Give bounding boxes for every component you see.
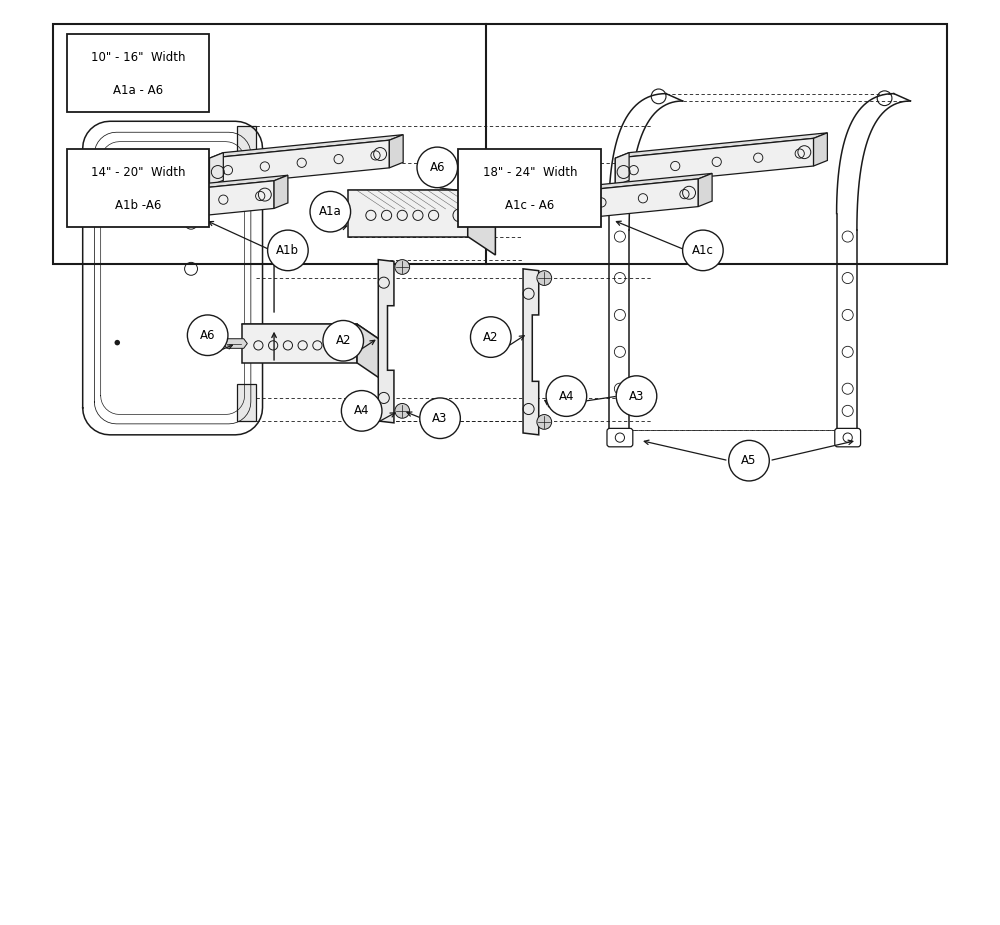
Polygon shape (698, 173, 712, 206)
Text: 18" - 24"  Width: 18" - 24" Width (483, 166, 577, 179)
Text: A1a: A1a (319, 205, 342, 218)
Circle shape (115, 339, 120, 345)
Circle shape (310, 191, 351, 232)
Polygon shape (94, 180, 274, 227)
FancyBboxPatch shape (835, 428, 861, 447)
Circle shape (161, 165, 166, 170)
Polygon shape (348, 191, 495, 209)
Text: A3: A3 (432, 412, 448, 425)
Polygon shape (378, 260, 394, 423)
Polygon shape (523, 269, 539, 435)
Polygon shape (237, 384, 256, 421)
Polygon shape (223, 339, 247, 349)
Polygon shape (274, 175, 288, 208)
Text: A5: A5 (741, 454, 757, 467)
Polygon shape (500, 173, 712, 199)
Circle shape (683, 230, 723, 271)
Text: A1c - A6: A1c - A6 (505, 199, 555, 212)
Polygon shape (500, 179, 698, 227)
Circle shape (417, 147, 458, 188)
Circle shape (537, 414, 552, 429)
Polygon shape (500, 193, 514, 227)
Circle shape (395, 403, 410, 418)
Polygon shape (242, 324, 357, 363)
Circle shape (546, 376, 587, 416)
Polygon shape (482, 189, 506, 198)
Polygon shape (209, 135, 403, 158)
Polygon shape (94, 175, 288, 199)
Circle shape (341, 390, 382, 431)
Text: A2: A2 (483, 330, 499, 343)
Text: A6: A6 (430, 161, 445, 174)
Polygon shape (242, 324, 380, 339)
Polygon shape (468, 191, 495, 255)
Text: A4: A4 (354, 404, 369, 417)
Circle shape (395, 260, 410, 275)
Bar (53, 24, 947, 265)
Circle shape (420, 398, 460, 438)
Bar (67, 149, 209, 228)
Text: A3: A3 (629, 389, 644, 402)
Text: 10" - 16"  Width: 10" - 16" Width (91, 51, 185, 64)
Polygon shape (209, 153, 223, 186)
Polygon shape (389, 135, 403, 167)
FancyBboxPatch shape (607, 428, 633, 447)
Bar (458, 149, 601, 228)
Polygon shape (94, 193, 108, 227)
Text: A1b -A6: A1b -A6 (115, 199, 161, 212)
Polygon shape (615, 133, 827, 158)
Circle shape (187, 314, 228, 355)
Circle shape (323, 320, 364, 361)
Circle shape (729, 440, 769, 481)
Polygon shape (814, 133, 827, 166)
Bar (67, 33, 209, 112)
Circle shape (537, 271, 552, 286)
Polygon shape (357, 324, 380, 378)
Circle shape (470, 316, 511, 357)
Polygon shape (237, 126, 256, 163)
Polygon shape (348, 191, 468, 237)
Polygon shape (615, 139, 814, 186)
Circle shape (268, 230, 308, 271)
Text: A1a - A6: A1a - A6 (113, 83, 163, 96)
Polygon shape (615, 153, 629, 186)
Text: A6: A6 (200, 328, 215, 341)
Circle shape (616, 376, 657, 416)
Text: 14" - 20"  Width: 14" - 20" Width (91, 166, 185, 179)
Text: A2: A2 (335, 334, 351, 347)
Text: A1b: A1b (276, 244, 299, 257)
Text: A1c: A1c (692, 244, 714, 257)
Text: A4: A4 (559, 389, 574, 402)
Polygon shape (209, 141, 389, 186)
